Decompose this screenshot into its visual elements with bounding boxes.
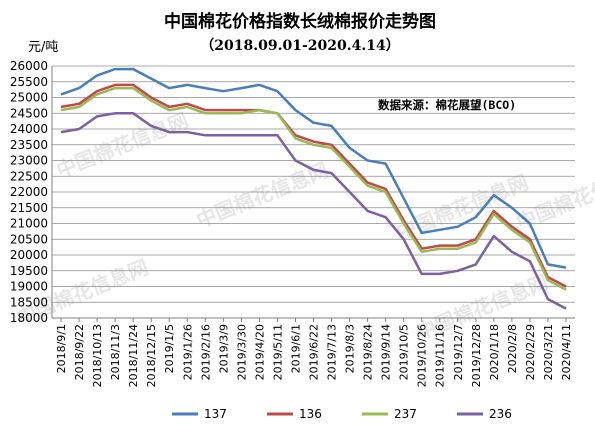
x-tick-label: 2019/2/16 — [199, 324, 212, 380]
x-tick-label: 2020/4/11 — [560, 324, 573, 380]
legend-label-136: 136 — [299, 407, 322, 421]
legend-label-137: 137 — [204, 407, 227, 421]
y-tick-label: 25000 — [10, 91, 48, 105]
y-tick-label: 20000 — [10, 248, 48, 262]
legend-label-237: 237 — [394, 407, 417, 421]
y-tick-label: 22000 — [10, 185, 48, 199]
y-tick-label: 25500 — [10, 75, 48, 89]
x-tick-label: 2020/1/18 — [488, 324, 501, 380]
chart-title: 中国棉花价格指数长绒棉报价走势图 — [164, 11, 436, 32]
x-tick-label: 2019/3/30 — [235, 324, 248, 380]
x-tick-label: 2019/8/24 — [362, 324, 375, 380]
series-line-237 — [60, 86, 567, 291]
y-tick-label: 18000 — [10, 311, 48, 325]
y-tick-label: 24000 — [10, 122, 48, 136]
series-line-236 — [60, 112, 567, 310]
x-tick-label: 2019/1/26 — [181, 324, 194, 380]
y-tick-label: 19500 — [10, 264, 48, 278]
y-tick-label: 18500 — [10, 295, 48, 309]
x-tick-label: 2019/6/1 — [289, 324, 302, 373]
legend-label-236: 236 — [489, 407, 512, 421]
x-tick-label: 2019/12/7 — [452, 324, 465, 380]
grid-lines — [51, 65, 575, 319]
x-tick-label: 2019/1/5 — [163, 324, 176, 373]
x-tick-label: 2018/9/22 — [73, 324, 86, 380]
legend: 137 136 237 236 — [172, 407, 512, 421]
x-tick-label: 2020/3/21 — [542, 324, 555, 380]
x-tick-label: 2020/2/29 — [524, 324, 537, 380]
y-tick-label: 26000 — [10, 59, 48, 73]
x-tick-label: 2019/4/20 — [253, 324, 266, 380]
series-lines — [60, 67, 567, 310]
chart-subtitle: （2018.09.01-2020.4.14） — [200, 38, 399, 54]
x-tick-label: 2018/9/1 — [55, 324, 68, 373]
x-tick-label: 2019/8/3 — [344, 324, 357, 373]
x-tick-label: 2019/7/13 — [326, 324, 339, 380]
source-note: 数据来源：棉花展望(BCO) — [378, 98, 516, 112]
y-axis-label: 元/吨 — [28, 40, 58, 55]
x-tick-label: 2020/2/8 — [506, 324, 519, 373]
y-tick-label: 20500 — [10, 232, 48, 246]
x-tick-label: 2019/6/22 — [308, 324, 321, 380]
x-tick-label: 2019/10/5 — [398, 324, 411, 380]
x-tick-label: 2018/11/24 — [127, 324, 140, 387]
y-tick-label: 22500 — [10, 169, 48, 183]
x-tick-label: 2019/12/28 — [470, 324, 483, 387]
y-tick-label: 21000 — [10, 217, 48, 231]
x-tick-label: 2018/12/15 — [145, 324, 158, 387]
x-tick-label: 2019/3/9 — [217, 324, 230, 373]
y-tick-label: 23000 — [10, 154, 48, 168]
series-line-136 — [60, 83, 567, 288]
x-tick-label: 2019/10/26 — [416, 324, 429, 387]
y-tick-label: 21500 — [10, 201, 48, 215]
x-tick-label: 2019/5/11 — [271, 324, 284, 380]
y-tick-label: 23500 — [10, 138, 48, 152]
x-tick-label: 2019/11/16 — [434, 324, 447, 387]
y-tick-label: 19000 — [10, 280, 48, 294]
x-tick-label: 2018/11/3 — [109, 324, 122, 380]
x-axis-ticks: 2018/9/1 2018/9/22 2018/10/13 2018/11/3 2018… — [55, 318, 573, 387]
series-line-137 — [60, 67, 567, 269]
x-tick-label: 2019/9/14 — [380, 324, 393, 380]
y-tick-label: 24500 — [10, 106, 48, 120]
watermark-1: 中国棉花信息网 — [53, 108, 192, 183]
x-tick-label: 2018/10/13 — [91, 324, 104, 387]
